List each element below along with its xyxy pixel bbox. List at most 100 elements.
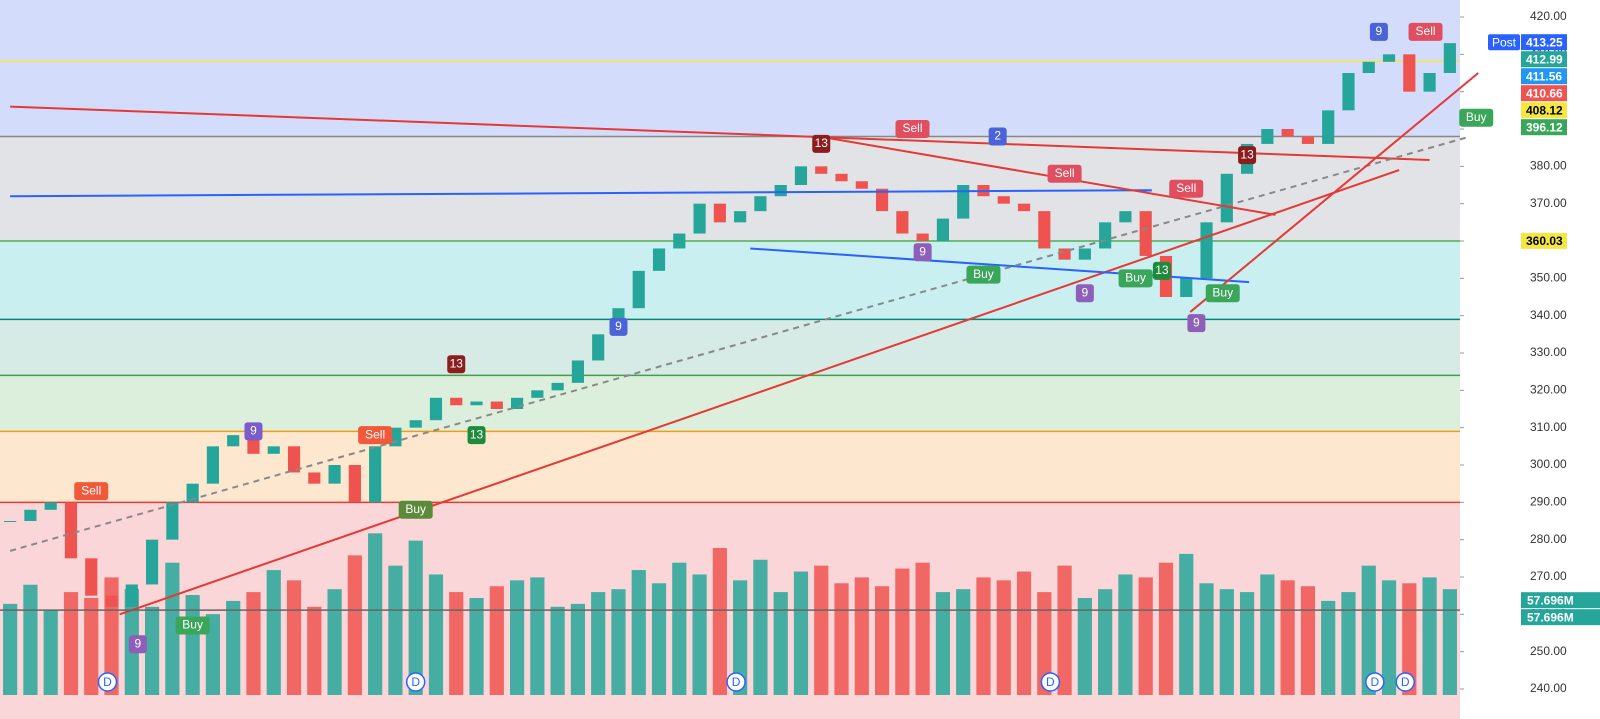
volume-bar (1341, 592, 1356, 695)
candle-body (1099, 222, 1112, 249)
candle-body (936, 218, 949, 241)
volume-bar (874, 586, 890, 695)
volume-bar (530, 577, 545, 695)
candle-body (328, 465, 341, 484)
signal-label: 9 (250, 424, 257, 438)
signal-label: Buy (1125, 271, 1146, 285)
candle-body (997, 196, 1010, 204)
volume-bar (935, 592, 951, 695)
candle-body (4, 521, 17, 522)
signal-marker (1075, 284, 1094, 303)
candle-body (146, 539, 159, 585)
signal-label: 13 (1155, 263, 1169, 277)
signal-marker (1205, 284, 1240, 303)
candle-body (754, 196, 767, 212)
signal-label: Sell (1055, 166, 1075, 180)
signal-marker (244, 422, 263, 441)
volume-bar (509, 580, 525, 695)
volume-bar (1321, 600, 1336, 695)
volume-bar (631, 570, 646, 695)
candle-body (1038, 211, 1051, 249)
dividend-marker (1365, 672, 1385, 692)
volume-bar (570, 603, 586, 695)
y-tick-label: 310.00 (1530, 420, 1567, 434)
volume-bar (793, 571, 809, 695)
background-band (0, 502, 1460, 689)
dividend-label: D (1401, 675, 1410, 689)
signal-label: Sell (1176, 181, 1196, 195)
candle-body (1382, 54, 1396, 62)
signal-label: Sell (1416, 24, 1436, 38)
signal-label: 13 (450, 356, 464, 370)
candle-body (511, 397, 524, 409)
signal-label: 13 (470, 427, 484, 441)
volume-bar (976, 577, 991, 695)
candle-body (85, 558, 98, 596)
candle-body (835, 173, 848, 182)
volume-bar (1077, 597, 1092, 695)
signal-label: Sell (365, 427, 385, 441)
candle-body (186, 483, 199, 503)
signal-label: 2 (994, 129, 1001, 143)
candle-body (105, 595, 118, 607)
volume-bar (1057, 565, 1072, 695)
volume-bar (266, 570, 281, 695)
signal-label: 13 (815, 136, 829, 150)
candle-body (1362, 61, 1375, 73)
y-tick-label: 320.00 (1530, 383, 1567, 397)
volume-bar (1179, 553, 1194, 695)
post-badge (1488, 34, 1520, 51)
dividend-label: D (411, 675, 420, 689)
candle-body (267, 446, 280, 454)
volume-bar (834, 583, 849, 695)
candle-body (1403, 54, 1416, 92)
signal-label: Buy (405, 502, 426, 516)
signal-marker (988, 127, 1007, 146)
volume-bar (1442, 589, 1457, 695)
volume-badge-label: 57.696M (1527, 610, 1574, 624)
y-tick-label: 300.00 (1530, 457, 1567, 471)
candle-body (429, 397, 443, 421)
candle-body (125, 584, 138, 607)
volume-bar (1402, 583, 1417, 695)
price-badge-label: 408.12 (1526, 103, 1563, 117)
y-tick-label: 330.00 (1530, 345, 1567, 359)
dividend-marker (1040, 672, 1061, 692)
signal-label: 9 (919, 244, 926, 258)
candle-body (896, 211, 909, 234)
volume-bar (1280, 580, 1295, 695)
signal-marker (1459, 108, 1494, 127)
candle-body (551, 382, 564, 391)
signal-marker (1169, 179, 1204, 198)
trend-line (119, 169, 1400, 616)
price-badge (1521, 68, 1567, 85)
signal-marker (1369, 22, 1388, 41)
signal-label: 13 (1240, 147, 1254, 161)
volume-bar (550, 606, 565, 695)
signal-label: Buy (973, 267, 994, 281)
price-badge (1521, 34, 1567, 51)
volume-bar (854, 577, 869, 695)
volume-bar (63, 592, 79, 695)
candle-body (369, 446, 382, 503)
candle-body (287, 446, 301, 473)
candle-body (308, 472, 321, 484)
y-tick-label: 340.00 (1530, 308, 1567, 322)
candle-body (876, 188, 889, 212)
price-badge-label: 412.99 (1526, 52, 1563, 66)
volume-bar (1158, 562, 1174, 695)
price-badge-label: 396.12 (1526, 120, 1563, 134)
volume-bar (733, 580, 748, 695)
signal-marker (467, 426, 486, 445)
volume-bar (428, 574, 444, 695)
volume-bar (205, 614, 221, 695)
signal-marker (1187, 314, 1206, 333)
price-badge (1521, 85, 1567, 102)
volume-bar (1300, 586, 1316, 695)
candle-body (1119, 211, 1132, 223)
volume-bar (1037, 592, 1052, 695)
signal-marker (74, 482, 109, 501)
signal-marker (1118, 269, 1153, 288)
volume-bar (226, 600, 241, 695)
trend-line (10, 105, 1430, 161)
